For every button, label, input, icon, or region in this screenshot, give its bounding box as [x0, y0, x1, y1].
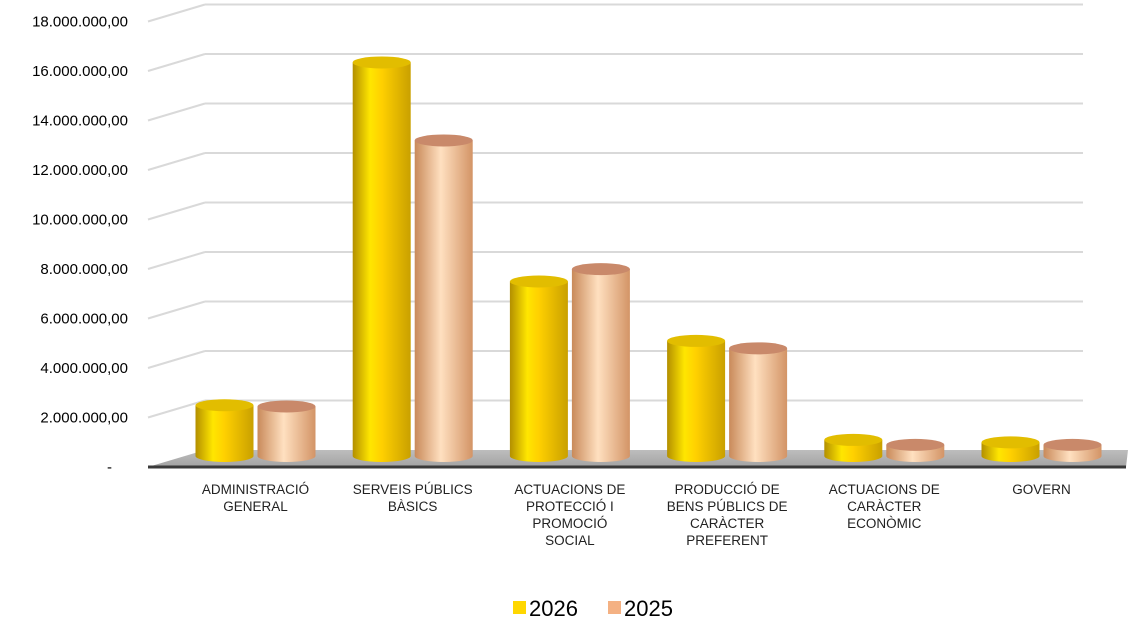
- y-tick-label: 4.000.000,00: [40, 360, 128, 377]
- bar-top: [667, 334, 726, 347]
- bar-top: [195, 399, 254, 412]
- y-tick-label: 18.000.000,00: [32, 14, 128, 31]
- bar-top: [509, 275, 568, 288]
- y-tick-label: 10.000.000,00: [32, 212, 128, 229]
- x-tick-label: ADMINISTRACIÓ GENERAL: [202, 482, 309, 514]
- x-tick-label: ACTUACIONS DE CARÀCTER ECONÒMIC: [829, 482, 940, 531]
- y-tick-label: -: [107, 459, 112, 476]
- bar-body: [195, 405, 254, 462]
- bar-body: [352, 62, 411, 462]
- gridlines: [147, 3, 1083, 419]
- legend-box: [497, 592, 693, 624]
- gridline-side: [147, 399, 206, 419]
- bar-body: [729, 348, 788, 462]
- bar-top: [729, 342, 788, 355]
- x-tick-label: PRODUCCIÓ DE BENS PÚBLICS DE CARÀCTER PREFE…: [667, 482, 788, 548]
- gridline-side: [147, 201, 206, 221]
- bar-top: [257, 400, 316, 413]
- bar-2025: [257, 400, 316, 462]
- bar-body: [509, 281, 568, 462]
- gridline-side: [147, 3, 206, 23]
- legend-swatch: [513, 601, 526, 614]
- legend: 2026 2025: [497, 592, 693, 624]
- bar-top: [414, 134, 473, 147]
- y-tick-label: 14.000.000,00: [32, 113, 128, 130]
- legend-label: 2026: [529, 596, 578, 621]
- bar-top: [886, 438, 945, 451]
- bar-2025: [571, 263, 630, 462]
- bar-2026: [509, 275, 568, 462]
- y-tick-label: 2.000.000,00: [40, 410, 128, 427]
- gridline-side: [147, 53, 206, 72]
- bar-2026: [352, 56, 411, 462]
- y-tick-label: 16.000.000,00: [32, 63, 128, 80]
- bar-2026: [824, 433, 883, 462]
- bar-2026: [667, 334, 726, 462]
- bar-top: [571, 263, 630, 276]
- gridline-side: [147, 300, 206, 320]
- legend-swatch: [608, 601, 621, 614]
- bar-body: [414, 140, 473, 462]
- bar-2026: [195, 399, 254, 462]
- x-axis-ticks: ADMINISTRACIÓ GENERAL SERVEIS PÚBLICS BÀSIC…: [202, 482, 1071, 548]
- y-axis-ticks: - 2.000.000,00 4.000.000,00 6.000.000,00 8.0…: [32, 14, 128, 477]
- bar-body: [257, 406, 316, 462]
- gridline-side: [147, 152, 206, 171]
- gridline-side: [147, 350, 206, 369]
- gridline-side: [147, 251, 206, 270]
- bar-2026: [981, 436, 1040, 462]
- x-tick-label: ACTUACIONS DE PROTECCIÓ I PROMOCIÓ SOCIAL: [514, 482, 625, 548]
- y-tick-label: 12.000.000,00: [32, 162, 128, 179]
- bar-2025: [729, 342, 788, 462]
- bar-top: [981, 436, 1040, 449]
- bars: [195, 56, 1102, 462]
- bar-body: [571, 269, 630, 462]
- y-tick-label: 6.000.000,00: [40, 311, 128, 328]
- bar-body: [667, 340, 726, 462]
- bar-top: [824, 433, 883, 446]
- legend-label: 2025: [624, 596, 673, 621]
- x-tick-label: SERVEIS PÚBLICS BÀSICS: [353, 482, 473, 514]
- bar-2025: [414, 134, 473, 462]
- bar-2025: [886, 438, 945, 462]
- bar-2025: [1043, 438, 1102, 462]
- y-tick-label: 8.000.000,00: [40, 261, 128, 278]
- gridline-side: [147, 102, 206, 122]
- bar-body: [824, 439, 883, 462]
- x-tick-label: GOVERN: [1012, 482, 1071, 497]
- bar-top: [1043, 438, 1102, 451]
- bar-top: [352, 56, 411, 69]
